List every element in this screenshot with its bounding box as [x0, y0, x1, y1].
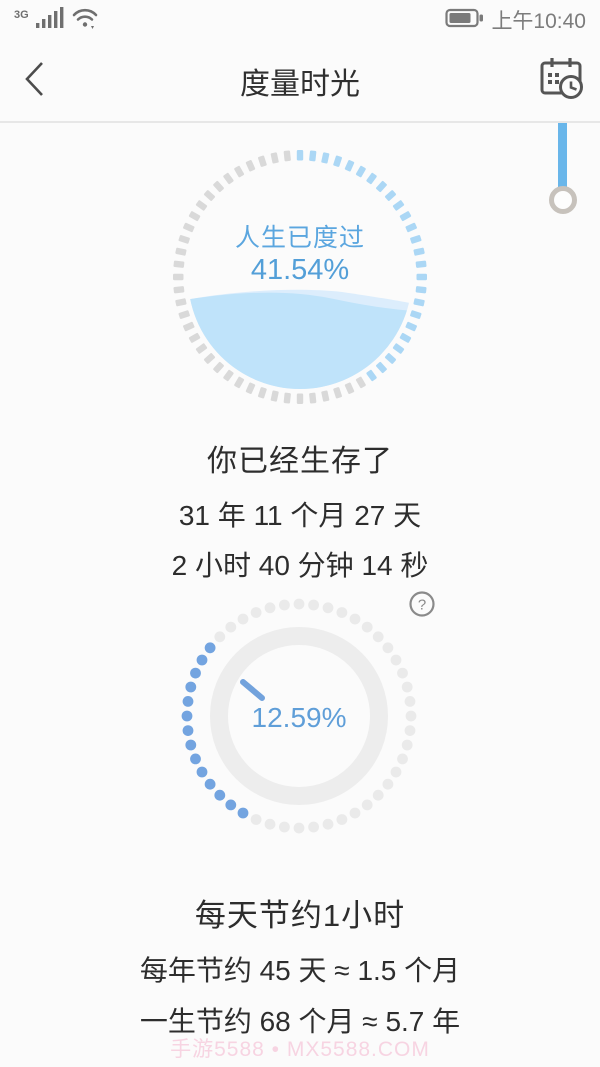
savings-heading: 每天节约1小时	[194, 898, 406, 933]
life-gauge-label: 人生已度过	[234, 224, 365, 252]
help-button[interactable]: ?	[408, 590, 438, 620]
status-bar: 3G 上午10:40	[0, 0, 600, 40]
survived-hours-minutes-seconds: 2 小时 40 分钟 14 秒	[171, 550, 429, 581]
saving-gauge-svg	[181, 598, 417, 834]
saving-gauge-dot-ring	[181, 598, 417, 834]
back-button[interactable]	[16, 60, 54, 103]
chevron-left-icon	[22, 60, 48, 103]
life-gauge-percent: 41.54%	[250, 254, 350, 286]
calendar-history-button[interactable]	[536, 56, 586, 106]
battery-icon	[445, 6, 485, 35]
scroll-indicator-track[interactable]	[558, 123, 567, 189]
saving-gauge-percent: 12.59%	[251, 702, 347, 733]
page-title: 度量时光	[240, 68, 360, 101]
nav-divider	[0, 121, 600, 123]
calendar-clock-icon	[537, 56, 585, 107]
clock-time: 上午10:40	[491, 10, 586, 33]
life-gauge-tick-ring	[173, 150, 427, 404]
saving-progress-gauge: 12.59%	[169, 586, 429, 846]
network-type-label: 3G	[14, 9, 29, 21]
water-wave-fill	[188, 292, 412, 389]
saving-gauge-inner-ring	[210, 627, 388, 805]
savings-per-year: 每年节约 45 天 ≈ 1.5 个月	[139, 955, 461, 986]
survived-heading: 你已经生存了	[207, 445, 393, 478]
signal-strength-icon	[35, 6, 65, 34]
life-progress-gauge: 人生已度过 41.54%	[167, 144, 433, 410]
survived-years-months-days: 31 年 11 个月 27 天	[178, 500, 422, 531]
wifi-icon	[71, 6, 101, 35]
saving-gauge-hand	[240, 679, 265, 701]
savings-per-life: 一生节约 68 个月 ≈ 5.7 年	[139, 1006, 461, 1037]
scroll-indicator-handle[interactable]	[549, 186, 577, 214]
svg-text:?: ?	[418, 597, 426, 614]
life-gauge-svg	[173, 150, 427, 404]
question-mark-icon: ?	[409, 591, 435, 617]
watermark-text: 手游5588 • MX5588.COM	[170, 1038, 430, 1061]
nav-bar: 度量时光	[0, 40, 600, 122]
